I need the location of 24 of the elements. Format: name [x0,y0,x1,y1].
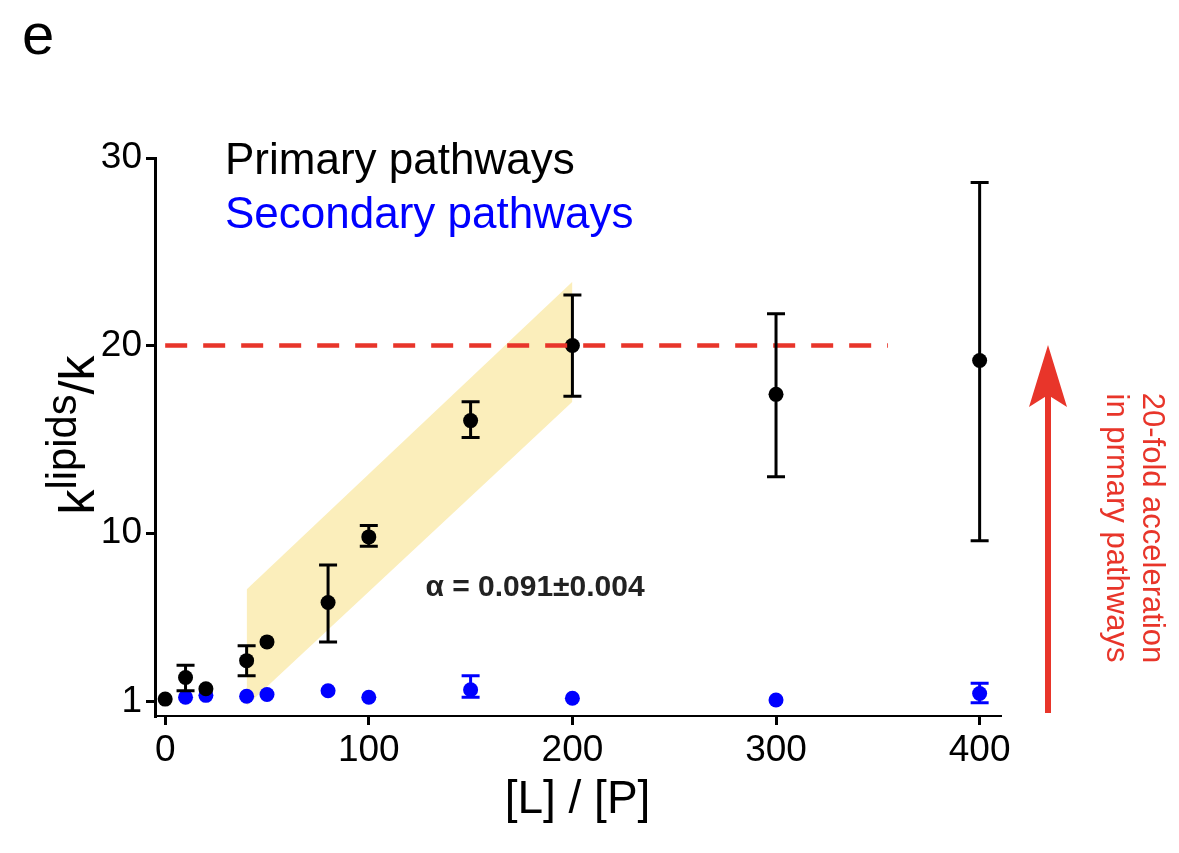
x-tick-label: 400 [948,728,1011,770]
annotation: α = 0.091±0.004 [425,568,645,602]
point [361,689,377,705]
point [239,688,255,704]
y-tick-label: 20 [100,322,142,364]
point [259,686,275,702]
y-tick-label: 30 [100,135,142,177]
y-tick-label: 10 [100,510,142,552]
point [768,692,784,708]
x-axis-title: [L] / [P] [503,770,652,824]
x-tick-label: 200 [541,728,604,770]
x-tick-label: 100 [337,728,400,770]
x-tick-label: 0 [154,728,176,770]
x-tick-label: 300 [745,728,807,770]
point [320,683,336,699]
text: Secondary pathways [225,188,634,238]
point [198,681,214,697]
point [259,634,275,650]
y-tick-label: 1 [121,679,142,721]
point [157,691,173,707]
text: 20-fold acceleration in prmary pathways [1099,392,1171,664]
legend-label: Primary pathways [225,134,575,184]
chart-title: e [22,0,55,67]
point [564,690,580,706]
